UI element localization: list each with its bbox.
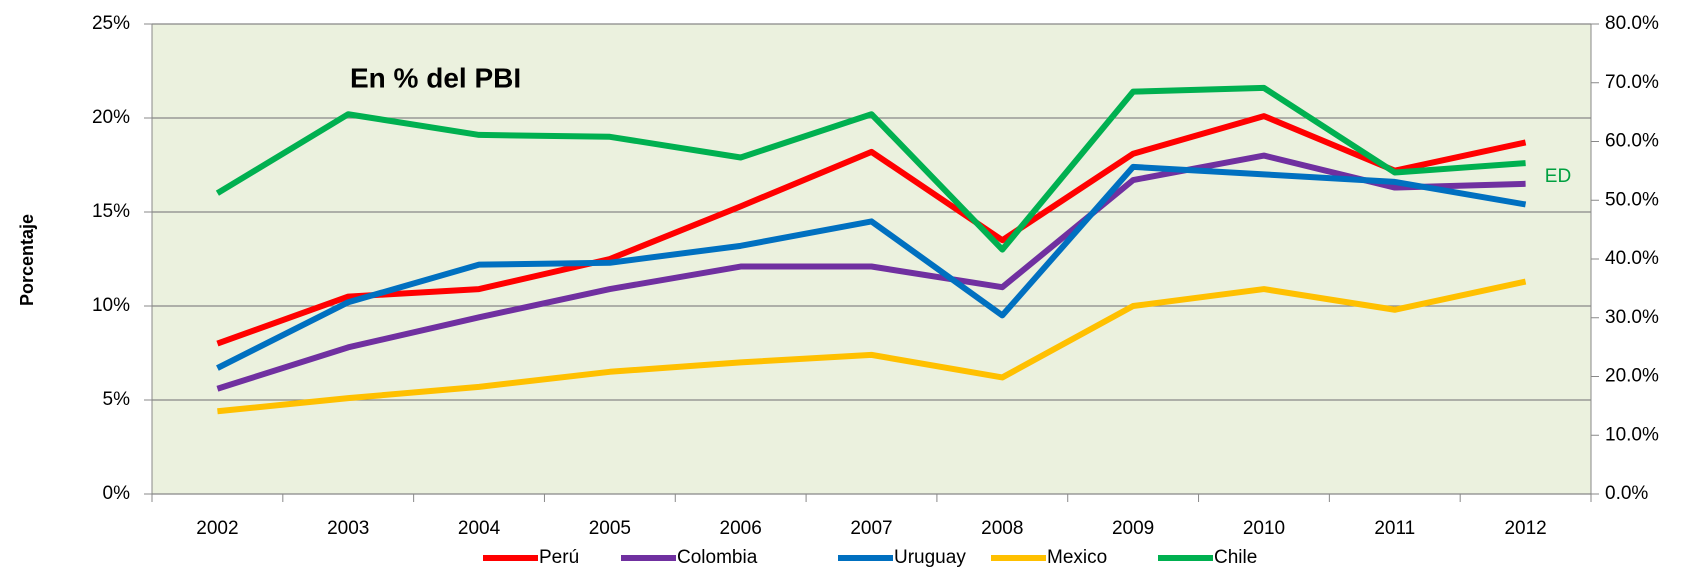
y2-tick-label: 70.0% [1605, 72, 1659, 93]
x-tick-label: 2009 [1112, 518, 1154, 539]
x-tick-label: 2003 [327, 518, 369, 539]
x-tick-label: 2007 [850, 518, 892, 539]
x-tick-label: 2008 [981, 518, 1023, 539]
x-tick-label: 2012 [1504, 518, 1546, 539]
y2-tick-label: 10.0% [1605, 424, 1659, 445]
y2-tick-label: 80.0% [1605, 13, 1659, 34]
series-line [216, 113, 1527, 347]
plot-area [151, 23, 1592, 495]
series-line [216, 152, 1526, 392]
y-tick-label: 0% [103, 483, 131, 504]
series-line [215, 84, 1526, 253]
x-tick-label: 2005 [589, 518, 631, 539]
legend-label: Perú [539, 547, 579, 568]
y-tick-label: 5% [103, 389, 131, 410]
y2-tick-label: 20.0% [1605, 366, 1659, 387]
legend-label: Colombia [677, 547, 758, 568]
y2-tick-label: 0.0% [1605, 483, 1648, 504]
y2-tick-label: 30.0% [1605, 307, 1659, 328]
y-tick-label: 15% [92, 201, 130, 222]
legend-label: Chile [1214, 547, 1257, 568]
y2-tick-label: 50.0% [1605, 189, 1659, 210]
x-tick-label: 2011 [1374, 518, 1415, 539]
y-tick-label: 20% [92, 107, 130, 128]
x-tick-label: 2002 [196, 518, 238, 539]
series-line [217, 278, 1527, 415]
y-axis-label: Porcentaje [17, 214, 37, 306]
y-tick-label: 10% [92, 295, 130, 316]
y2-tick-label: 60.0% [1605, 131, 1659, 152]
y-tick-label: 25% [92, 13, 130, 34]
y2-tick-label: 40.0% [1605, 248, 1659, 269]
chart-title: En % del PBI [350, 62, 521, 93]
legend-label: Mexico [1047, 547, 1107, 568]
series-line [216, 163, 1527, 371]
x-tick-label: 2004 [458, 518, 501, 539]
annotation: ED [1545, 166, 1571, 187]
x-tick-label: 2006 [720, 518, 762, 539]
x-tick-label: 2010 [1243, 518, 1285, 539]
legend-label: Uruguay [894, 547, 966, 568]
